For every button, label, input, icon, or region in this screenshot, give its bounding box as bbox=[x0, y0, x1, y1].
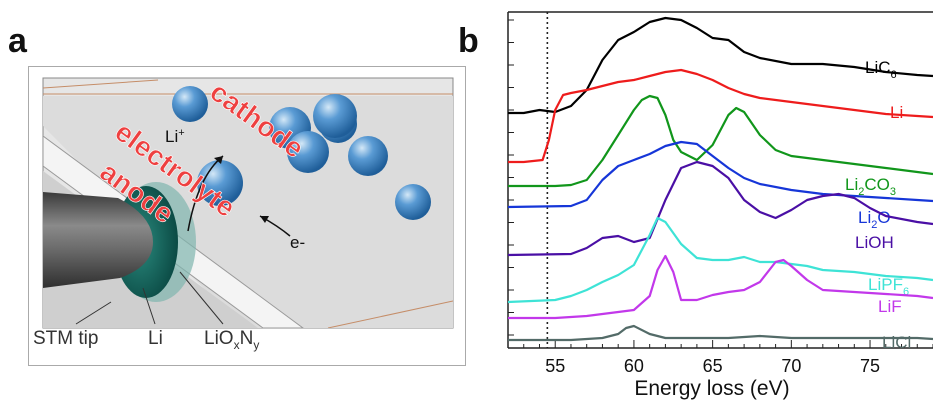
stm-tip-label: STM tip bbox=[33, 328, 98, 349]
panel-letter-b: b bbox=[458, 22, 479, 60]
series-label-0: LiC6 bbox=[865, 58, 897, 81]
series-line-5 bbox=[507, 216, 933, 304]
series-line-2 bbox=[508, 94, 933, 188]
series-line-7 bbox=[508, 324, 933, 342]
lioxny-label-main: LiO bbox=[204, 328, 234, 349]
lioxny-label-n: N bbox=[240, 328, 254, 349]
svg-text:LiOxNy: LiOxNy bbox=[204, 328, 259, 352]
series-label-4: LiOH bbox=[855, 233, 894, 252]
svg-text:Li+: Li+ bbox=[165, 127, 185, 146]
li-ion-sup: + bbox=[178, 127, 184, 139]
panel-letter-a: a bbox=[8, 22, 27, 60]
battery-schematic: cathode electrolyte anode Li+ e- STM tip… bbox=[28, 66, 466, 366]
series-line-4 bbox=[507, 160, 933, 257]
x-tick-label: 70 bbox=[781, 356, 801, 376]
x-axis-ticks: 55 60 65 70 75 bbox=[507, 340, 933, 376]
li-label: Li bbox=[148, 328, 163, 349]
series-label-6: LiF bbox=[878, 297, 902, 316]
eels-spectra-chart: 55 60 65 70 75 LiC6LiLi2CO3Li2OLiOHLiPF6LiFL… bbox=[507, 11, 933, 400]
li-ion-label: Li bbox=[165, 127, 178, 146]
x-tick-label: 65 bbox=[703, 356, 723, 376]
stm-tip bbox=[43, 192, 153, 288]
lioxny-label-y: y bbox=[253, 338, 259, 352]
x-tick-label: 60 bbox=[624, 356, 644, 376]
series-line-6 bbox=[508, 254, 933, 320]
series-label-7: LiCl bbox=[882, 333, 911, 352]
series-label-5: LiPF6 bbox=[868, 275, 909, 298]
x-tick-label: 55 bbox=[545, 356, 565, 376]
electron-label: e- bbox=[290, 233, 305, 252]
series-label-3: Li2O bbox=[858, 208, 891, 231]
series-label-1: Li bbox=[890, 103, 903, 122]
series-line-1 bbox=[508, 68, 933, 164]
lioxny-label-x: x bbox=[234, 338, 240, 352]
series-label-2: Li2CO3 bbox=[845, 175, 896, 198]
x-axis-label: Energy loss (eV) bbox=[634, 377, 789, 400]
x-tick-label: 75 bbox=[860, 356, 880, 376]
series-line-0 bbox=[508, 16, 933, 115]
y-axis-ticks bbox=[508, 19, 514, 336]
